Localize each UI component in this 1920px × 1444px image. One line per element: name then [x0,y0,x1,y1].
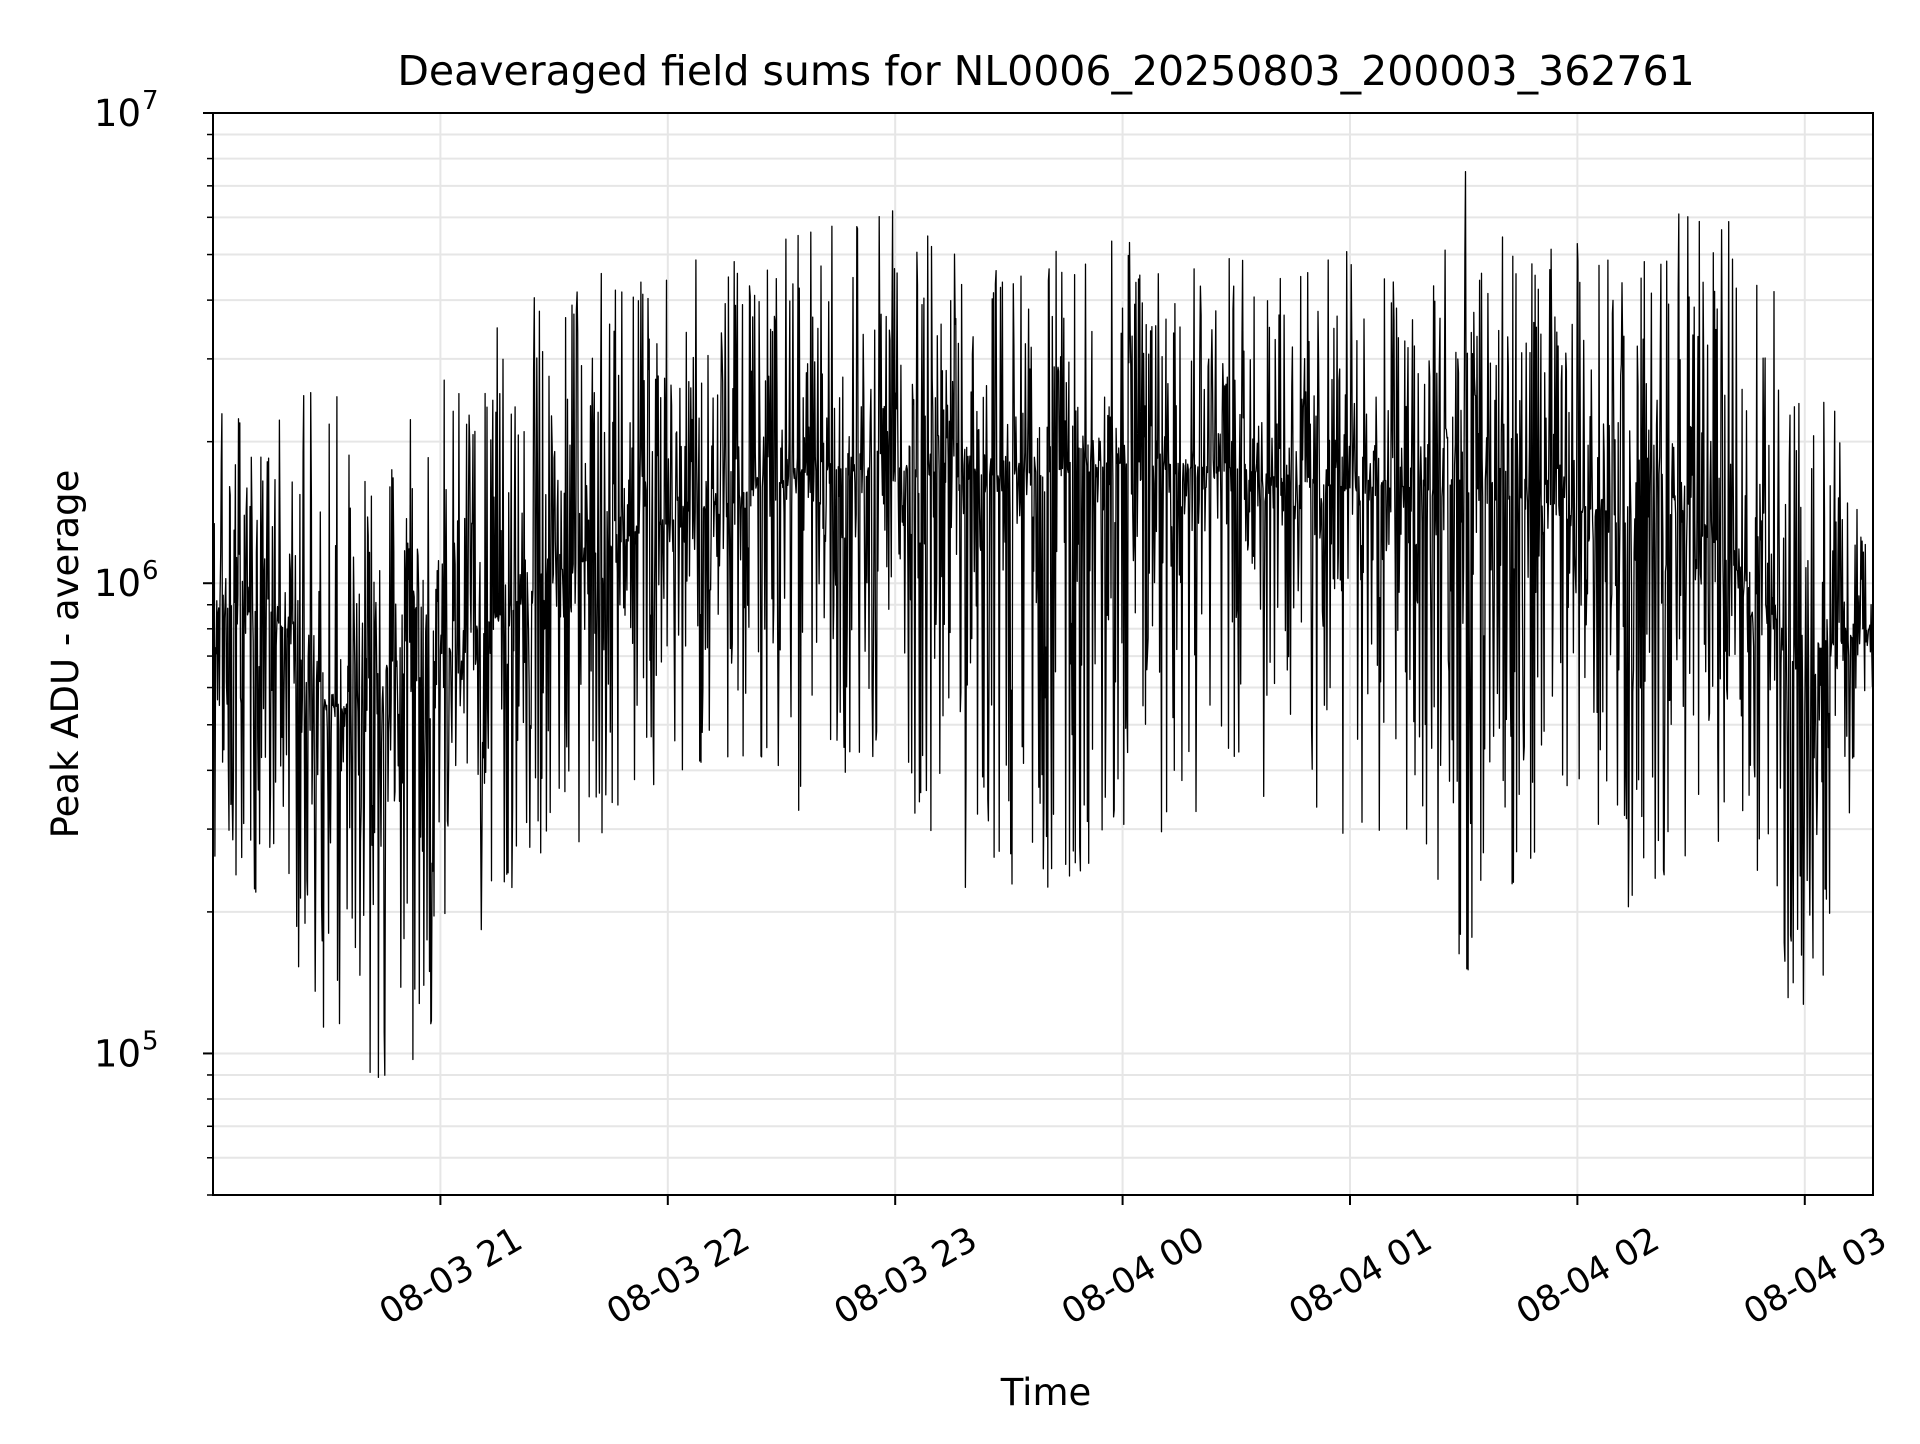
chart-title: Deaveraged field sums for NL0006_2025080… [397,47,1694,95]
x-tick-label: 08-03 23 [828,1220,984,1333]
y-tick-label-exponent: 7 [142,86,159,116]
y-tick-label: 10 [94,92,141,135]
x-tick-label: 08-03 22 [600,1220,756,1333]
plot-frame [212,112,1874,1196]
y-tick-label-exponent: 5 [142,1026,159,1056]
y-axis-label: Peak ADU - average [44,470,87,839]
x-tick-label: 08-04 01 [1283,1220,1439,1333]
y-tick-label-exponent: 6 [142,556,159,586]
x-tick-label: 08-04 02 [1510,1220,1666,1333]
data-series-line [212,170,1874,1079]
y-tick-label: 10 [94,562,141,605]
plot-area [212,170,1874,1079]
x-tick-label: 08-04 00 [1055,1220,1211,1333]
x-tick-label: 08-03 21 [373,1220,529,1333]
x-axis: 08-03 21 08-03 22 08-03 23 08-04 00 08-04 01… [373,1195,1894,1333]
x-tick-label: 08-04 03 [1737,1220,1893,1333]
y-tick-label: 10 [94,1032,141,1075]
x-axis-label: Time [1000,1371,1092,1414]
